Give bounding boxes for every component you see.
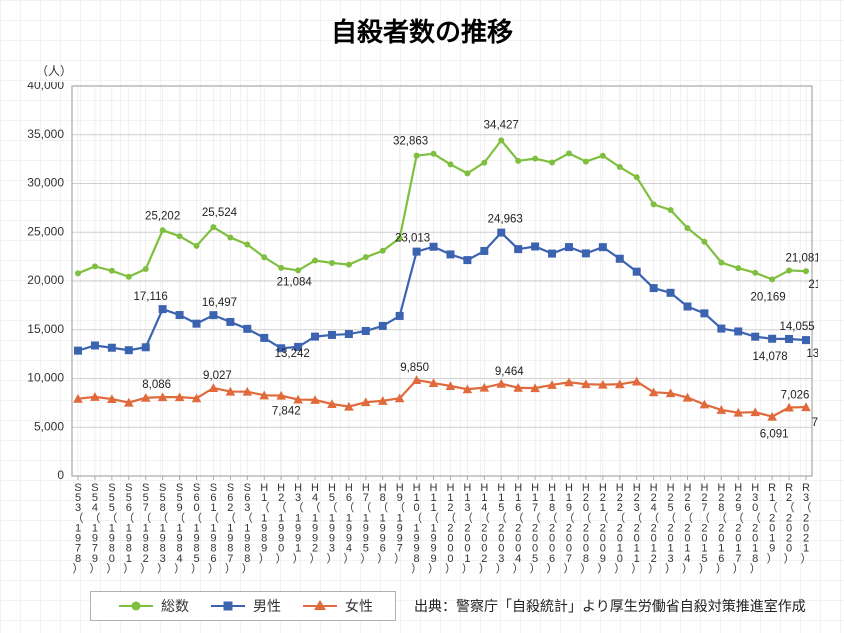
svg-text:H9（1997）: H9（1997） <box>394 482 405 565</box>
svg-text:H19（2007）: H19（2007） <box>563 482 574 575</box>
svg-text:8,086: 8,086 <box>142 379 171 391</box>
svg-text:S58（1983）: S58（1983） <box>157 482 168 575</box>
svg-text:H15（2003）: H15（2003） <box>496 482 507 575</box>
page-title: 自殺者数の推移 <box>0 0 844 49</box>
legend-label: 女性 <box>345 596 373 616</box>
svg-text:9,850: 9,850 <box>400 362 429 374</box>
legend-label: 男性 <box>253 596 281 616</box>
svg-text:20,169: 20,169 <box>751 291 786 303</box>
legend-item-male: 男性 <box>211 596 281 616</box>
legend: 総数 男性 女性 <box>90 591 396 621</box>
svg-text:H26（2014）: H26（2014） <box>682 482 693 575</box>
svg-text:H23（2011）: H23（2011） <box>631 482 642 575</box>
svg-text:H13（2001）: H13（2001） <box>462 482 473 575</box>
svg-text:S61（1986）: S61（1986） <box>208 482 219 575</box>
svg-text:H7（1995）: H7（1995） <box>360 482 371 565</box>
svg-text:H27（2015）: H27（2015） <box>699 482 710 575</box>
svg-text:40,000: 40,000 <box>27 82 64 92</box>
svg-text:7,842: 7,842 <box>272 405 301 417</box>
svg-text:H2（1990）: H2（1990） <box>276 482 287 565</box>
svg-text:H5（1993）: H5（1993） <box>326 482 337 565</box>
svg-text:0: 0 <box>57 468 64 482</box>
svg-text:H6（1994）: H6（1994） <box>343 482 354 565</box>
svg-text:21,007: 21,007 <box>808 279 818 291</box>
svg-text:16,497: 16,497 <box>202 297 237 309</box>
svg-text:S60（1985）: S60（1985） <box>191 482 202 575</box>
svg-text:25,524: 25,524 <box>202 207 238 219</box>
svg-text:H30（2018）: H30（2018） <box>750 482 761 575</box>
svg-text:14,055: 14,055 <box>779 321 814 333</box>
svg-text:17,116: 17,116 <box>133 291 167 303</box>
svg-text:S53（1978）: S53（1978） <box>73 482 84 575</box>
svg-text:H4（1992）: H4（1992） <box>310 482 321 565</box>
svg-text:21,081: 21,081 <box>785 252 818 264</box>
svg-text:S55（1980）: S55（1980） <box>106 482 117 575</box>
svg-text:H18（2006）: H18（2006） <box>547 482 558 575</box>
svg-text:H25（2013）: H25（2013） <box>665 482 676 575</box>
legend-label: 総数 <box>161 596 189 616</box>
chart-svg: 0 5,000 10,000 15,000 20,000 25,000 30,000 35,0… <box>20 82 818 576</box>
svg-text:H21（2009）: H21（2009） <box>597 482 608 575</box>
svg-text:H11（1999）: H11（1999） <box>428 482 439 575</box>
svg-text:S62（1987）: S62（1987） <box>225 482 236 575</box>
citation: 出典：警察庁「自殺統計」より厚生労働省自殺対策推進室作成 <box>414 596 806 616</box>
svg-text:6,091: 6,091 <box>760 429 789 441</box>
svg-text:H1（1989）: H1（1989） <box>259 482 270 565</box>
svg-text:H10（1998）: H10（1998） <box>411 482 422 575</box>
legend-item-total: 総数 <box>119 596 189 616</box>
svg-text:H29（2017）: H29（2017） <box>733 482 744 575</box>
svg-text:10,000: 10,000 <box>27 371 64 385</box>
svg-text:H16（2004）: H16（2004） <box>513 482 524 575</box>
svg-text:H17（2005）: H17（2005） <box>530 482 541 575</box>
svg-text:H12（2000）: H12（2000） <box>445 482 456 575</box>
svg-text:34,427: 34,427 <box>484 119 519 131</box>
svg-text:H8（1996）: H8（1996） <box>377 482 388 565</box>
svg-text:H14（2002）: H14（2002） <box>479 482 490 575</box>
svg-text:25,000: 25,000 <box>27 224 64 238</box>
svg-text:13,242: 13,242 <box>275 348 310 360</box>
footer: 総数 男性 女性 出典：警察庁「自殺統計」より厚生労働省自殺対策推進室作成 <box>90 591 844 621</box>
chart-container: 0 5,000 10,000 15,000 20,000 25,000 30,000 35,0… <box>20 82 818 581</box>
svg-text:35,000: 35,000 <box>27 127 64 141</box>
svg-text:23,013: 23,013 <box>395 233 430 245</box>
svg-text:13,939: 13,939 <box>806 348 818 360</box>
svg-text:21,084: 21,084 <box>277 276 313 288</box>
svg-text:R3（2021）: R3（2021） <box>801 482 812 565</box>
svg-text:24,963: 24,963 <box>488 214 523 226</box>
svg-text:9,027: 9,027 <box>203 370 232 382</box>
svg-text:7,026: 7,026 <box>781 390 810 402</box>
svg-text:20,000: 20,000 <box>27 273 64 287</box>
svg-text:25,202: 25,202 <box>145 210 180 222</box>
svg-text:S57（1982）: S57（1982） <box>140 482 151 575</box>
svg-text:S54（1979）: S54（1979） <box>89 482 100 575</box>
svg-text:H20（2008）: H20（2008） <box>580 482 591 575</box>
svg-text:32,863: 32,863 <box>393 136 428 148</box>
svg-text:5,000: 5,000 <box>34 419 64 433</box>
svg-text:15,000: 15,000 <box>27 322 64 336</box>
svg-text:S59（1984）: S59（1984） <box>174 482 185 575</box>
legend-item-female: 女性 <box>303 596 373 616</box>
svg-text:R1（2019）: R1（2019） <box>767 482 778 565</box>
svg-text:9,464: 9,464 <box>495 366 524 378</box>
svg-text:H28（2016）: H28（2016） <box>716 482 727 575</box>
svg-text:14,078: 14,078 <box>753 351 788 363</box>
svg-text:7,068: 7,068 <box>812 417 818 429</box>
svg-text:S56（1981）: S56（1981） <box>123 482 134 575</box>
svg-text:R2（2020）: R2（2020） <box>784 482 795 565</box>
svg-text:H3（1991）: H3（1991） <box>293 482 304 565</box>
svg-text:H24（2012）: H24（2012） <box>648 482 659 575</box>
svg-text:30,000: 30,000 <box>27 176 64 190</box>
svg-text:S63（1988）: S63（1988） <box>242 482 253 575</box>
svg-text:H22（2010）: H22（2010） <box>614 482 625 575</box>
y-axis-unit: （人） <box>36 62 72 79</box>
